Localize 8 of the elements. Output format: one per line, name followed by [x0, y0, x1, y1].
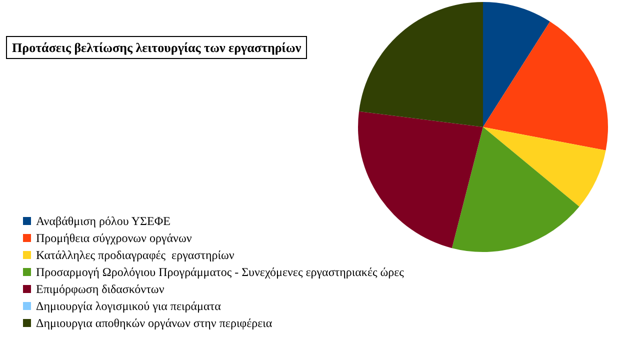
legend-label: Αναβάθμιση ρόλου ΥΣΕΦΕ [36, 214, 170, 228]
legend-label: Προσαρμογή Ωρολόγιου Προγράμματος - Συνεχόμενες εργαστηριακές ώρες [36, 265, 404, 279]
legend-label: Προμήθεια σύγχρονων οργάνων [36, 231, 192, 245]
legend-label: Κατάλληλες προδιαγραφές εργαστηρίων [36, 248, 235, 262]
legend-label: Δημιουργία λογισμικού για πειράματα [36, 299, 222, 313]
legend-label: Επιμόρφωση διδασκόντων [36, 282, 165, 296]
legend-label: Δημιουργια αποθηκών οργάνων στην περιφέρεια [36, 316, 273, 330]
text: Προτάσεις βελτίωσης λειτουργίας των εργαστηρίων [12, 40, 302, 55]
